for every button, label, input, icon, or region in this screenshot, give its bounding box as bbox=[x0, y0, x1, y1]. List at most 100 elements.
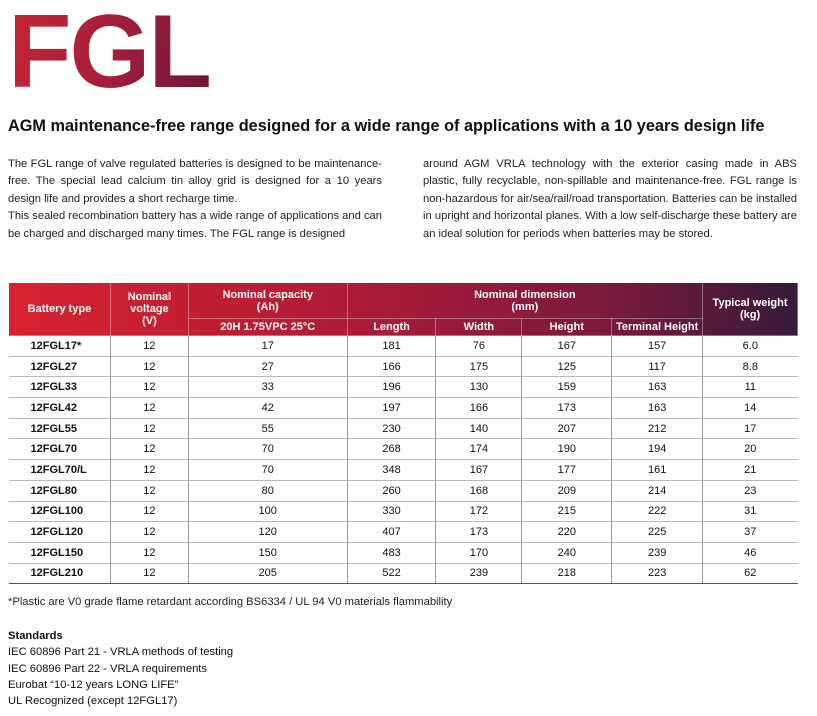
cell-length: 268 bbox=[347, 438, 437, 461]
header-typical-weight: Typical weight (kg) bbox=[702, 282, 798, 336]
cell-weight: 21 bbox=[702, 459, 798, 481]
cell-terminal-height: 239 bbox=[611, 542, 704, 564]
cell-weight: 20 bbox=[702, 438, 798, 461]
cell-voltage: 12 bbox=[110, 521, 189, 543]
cell-voltage: 12 bbox=[110, 542, 189, 564]
cell-length: 181 bbox=[347, 335, 437, 357]
table-row: 12FGL33 12 33 196 130 159 163 11 bbox=[8, 376, 798, 399]
cell-weight: 8.8 bbox=[702, 356, 798, 378]
header-text: voltage bbox=[130, 303, 169, 315]
table-row: 12FGL70/L 12 70 348 167 177 161 21 bbox=[8, 459, 798, 481]
standards-item: IEC 60896 Part 21 - VRLA methods of test… bbox=[8, 646, 234, 659]
cell-height: 218 bbox=[521, 563, 613, 585]
footnote: *Plastic are V0 grade flame retardant ac… bbox=[8, 596, 453, 608]
cell-voltage: 12 bbox=[110, 418, 189, 440]
header-nominal-dimension: Nominal dimension (mm) bbox=[346, 282, 704, 319]
cell-weight: 14 bbox=[702, 397, 798, 419]
cell-capacity: 120 bbox=[188, 521, 348, 543]
header-length: Length bbox=[346, 318, 437, 336]
table-row: 12FGL150 12 150 483 170 240 239 46 bbox=[8, 542, 798, 564]
header-text: Nominal capacity bbox=[222, 288, 313, 301]
cell-terminal-height: 163 bbox=[611, 376, 704, 399]
header-text: (Ah) bbox=[256, 300, 279, 313]
header-text: (kg) bbox=[739, 309, 761, 321]
cell-weight: 11 bbox=[702, 376, 798, 399]
cell-weight: 31 bbox=[702, 501, 798, 523]
cell-terminal-height: 212 bbox=[611, 418, 704, 440]
cell-voltage: 12 bbox=[110, 459, 189, 481]
cell-length: 522 bbox=[347, 563, 437, 585]
cell-length: 260 bbox=[347, 480, 437, 502]
header-text: (mm) bbox=[511, 300, 539, 313]
intro-column-right: around AGM VRLA technology with the exte… bbox=[423, 156, 797, 243]
cell-capacity: 100 bbox=[188, 501, 348, 523]
cell-width: 239 bbox=[435, 563, 523, 585]
cell-width: 166 bbox=[435, 397, 523, 419]
cell-voltage: 12 bbox=[110, 438, 189, 461]
cell-terminal-height: 161 bbox=[611, 459, 704, 481]
cell-length: 196 bbox=[347, 376, 437, 399]
table-row: 12FGL27 12 27 166 175 125 117 8.8 bbox=[8, 356, 798, 378]
table-row: 12FGL17* 12 17 181 76 167 157 6.0 bbox=[8, 335, 798, 357]
header-terminal-height: Terminal Height bbox=[611, 318, 704, 336]
cell-length: 407 bbox=[347, 521, 437, 543]
cell-battery-type: 12FGL150 bbox=[8, 542, 111, 564]
cell-width: 140 bbox=[435, 418, 523, 440]
cell-terminal-height: 223 bbox=[611, 563, 704, 585]
standards-item: UL Recognized (except 12FGL17) bbox=[8, 695, 178, 708]
header-text: Typical weight bbox=[712, 297, 788, 309]
cell-length: 483 bbox=[347, 542, 437, 564]
header-capacity-condition: 20H 1.75VPC 25°C bbox=[187, 318, 348, 336]
cell-terminal-height: 117 bbox=[611, 356, 704, 378]
cell-voltage: 12 bbox=[110, 563, 189, 585]
cell-length: 330 bbox=[347, 501, 437, 523]
cell-weight: 46 bbox=[702, 542, 798, 564]
cell-terminal-height: 225 bbox=[611, 521, 704, 543]
cell-terminal-height: 222 bbox=[611, 501, 704, 523]
table-row: 12FGL80 12 80 260 168 209 214 23 bbox=[8, 480, 798, 502]
standards-section: Standards IEC 60896 Part 21 - VRLA metho… bbox=[8, 628, 233, 709]
cell-height: 173 bbox=[521, 397, 613, 419]
intro-paragraph: The FGL range of valve regulated batteri… bbox=[8, 158, 382, 205]
cell-battery-type: 12FGL100 bbox=[8, 501, 111, 523]
cell-width: 174 bbox=[435, 438, 523, 461]
cell-width: 76 bbox=[435, 335, 523, 357]
cell-battery-type: 12FGL33 bbox=[8, 376, 111, 399]
cell-battery-type: 12FGL70 bbox=[8, 438, 111, 461]
cell-height: 209 bbox=[521, 480, 613, 502]
header-nominal-voltage: Nominal voltage (V) bbox=[109, 282, 189, 336]
intro-column-left: The FGL range of valve regulated batteri… bbox=[8, 156, 382, 243]
fgl-logo: FGL bbox=[8, 0, 212, 110]
header-battery-type: Battery type bbox=[8, 282, 111, 336]
cell-height: 159 bbox=[521, 376, 613, 399]
cell-battery-type: 12FGL210 bbox=[8, 563, 111, 585]
table-row: 12FGL210 12 205 522 239 218 223 62 bbox=[8, 563, 798, 585]
cell-length: 230 bbox=[347, 418, 437, 440]
table-row: 12FGL100 12 100 330 172 215 222 31 bbox=[8, 501, 798, 523]
cell-weight: 62 bbox=[702, 563, 798, 585]
cell-height: 177 bbox=[521, 459, 613, 481]
cell-voltage: 12 bbox=[110, 480, 189, 502]
cell-terminal-height: 194 bbox=[611, 438, 704, 461]
cell-battery-type: 12FGL70/L bbox=[8, 459, 111, 481]
header-text: (V) bbox=[142, 315, 157, 327]
cell-capacity: 150 bbox=[188, 542, 348, 564]
cell-width: 168 bbox=[435, 480, 523, 502]
cell-battery-type: 12FGL17* bbox=[8, 335, 111, 357]
cell-terminal-height: 214 bbox=[611, 480, 704, 502]
cell-terminal-height: 157 bbox=[611, 335, 704, 357]
cell-battery-type: 12FGL42 bbox=[8, 397, 111, 419]
standards-item: IEC 60896 Part 22 - VRLA requirements bbox=[8, 662, 207, 675]
cell-battery-type: 12FGL80 bbox=[8, 480, 111, 502]
cell-height: 125 bbox=[521, 356, 613, 378]
cell-height: 220 bbox=[521, 521, 613, 543]
table-body: 12FGL17* 12 17 181 76 167 157 6.0 12FGL27 12 27 166… bbox=[8, 335, 798, 585]
cell-capacity: 205 bbox=[188, 563, 348, 585]
table-row: 12FGL42 12 42 197 166 173 163 14 bbox=[8, 397, 798, 419]
table-row: 12FGL70 12 70 268 174 190 194 20 bbox=[8, 438, 798, 461]
cell-height: 207 bbox=[521, 418, 613, 440]
cell-battery-type: 12FGL27 bbox=[8, 356, 111, 378]
cell-voltage: 12 bbox=[110, 356, 189, 378]
cell-capacity: 33 bbox=[188, 376, 348, 399]
battery-spec-table: Battery type Nominal voltage (V) Nominal… bbox=[8, 282, 798, 585]
